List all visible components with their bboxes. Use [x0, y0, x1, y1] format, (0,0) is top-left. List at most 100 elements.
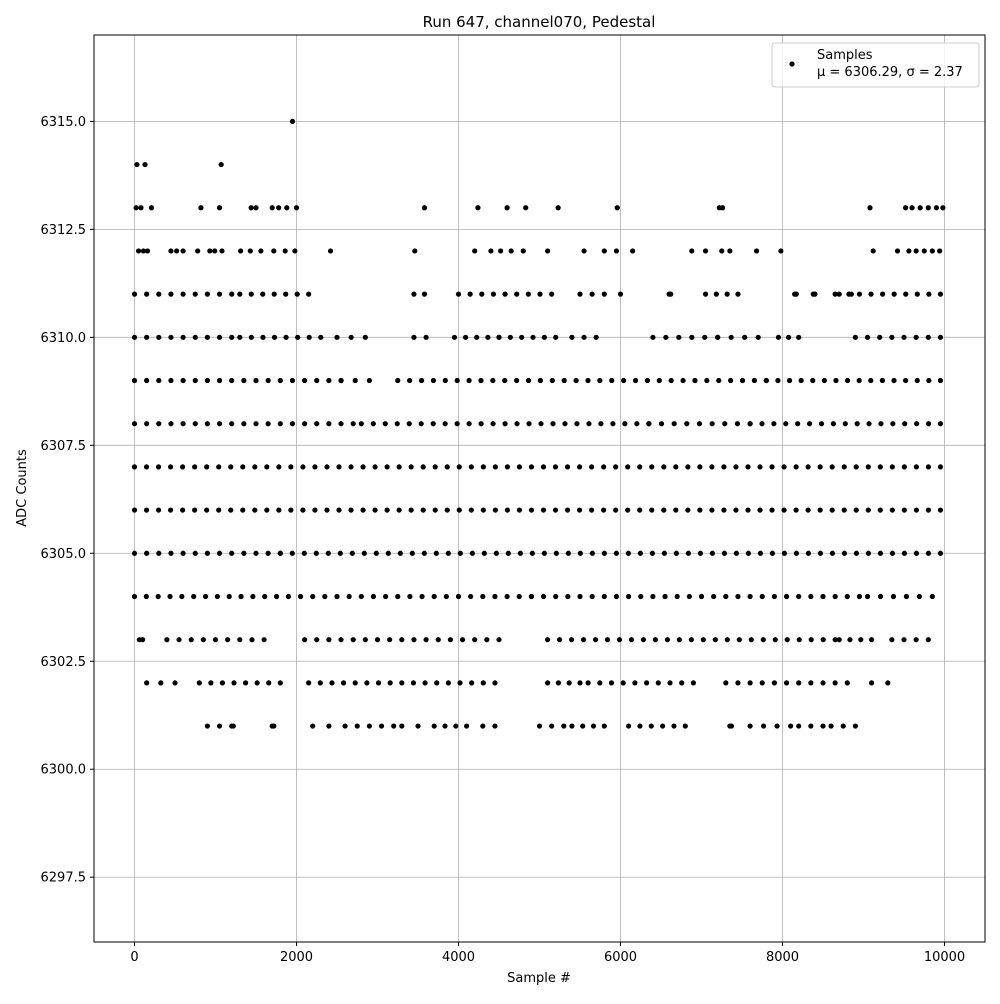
data-point: [724, 291, 730, 297]
legend-entry-label: Samples: [817, 48, 873, 63]
data-point: [865, 550, 872, 556]
data-point: [433, 550, 439, 556]
data-point: [736, 637, 742, 643]
data-point: [514, 377, 520, 384]
data-point: [879, 291, 886, 297]
data-point: [457, 550, 463, 556]
data-point: [869, 637, 875, 643]
data-point: [808, 593, 814, 600]
data-point: [418, 421, 424, 427]
data-point: [229, 550, 235, 556]
data-point: [869, 680, 875, 686]
data-point: [913, 334, 919, 340]
x-tick-label: 2000: [280, 950, 313, 965]
data-point: [574, 421, 580, 427]
data-point: [757, 550, 764, 556]
data-point: [372, 464, 378, 470]
data-point: [167, 593, 173, 600]
data-point: [634, 421, 640, 427]
data-point: [374, 637, 381, 643]
data-point: [878, 421, 884, 427]
data-point: [637, 507, 643, 513]
data-point: [447, 637, 453, 643]
data-point: [577, 593, 583, 600]
data-point: [747, 680, 753, 686]
data-point: [204, 550, 210, 556]
data-point: [702, 334, 708, 340]
data-point: [692, 377, 698, 384]
data-point: [864, 593, 871, 600]
legend-entry-stats: μ = 6306.29, σ = 2.37: [817, 65, 963, 80]
data-point: [254, 680, 260, 686]
data-point: [805, 507, 811, 513]
data-point: [240, 507, 246, 513]
data-point: [783, 680, 790, 686]
data-point: [385, 550, 391, 556]
data-point: [795, 421, 801, 427]
data-point: [520, 248, 526, 254]
data-point: [829, 507, 835, 513]
data-point: [218, 161, 224, 168]
data-point: [456, 464, 462, 470]
data-point: [842, 421, 848, 427]
data-point: [763, 377, 769, 384]
data-point: [302, 637, 308, 643]
data-point: [407, 377, 413, 384]
data-point: [702, 291, 709, 297]
data-point: [793, 507, 799, 513]
data-point: [844, 377, 851, 384]
data-point: [174, 248, 180, 254]
data-point: [771, 680, 778, 686]
data-point: [552, 507, 559, 513]
data-point: [748, 637, 754, 643]
data-point: [472, 248, 478, 254]
data-point: [597, 680, 603, 686]
data-point: [198, 205, 204, 211]
y-tick-label: 6302.5: [41, 655, 87, 670]
data-point: [399, 680, 405, 686]
data-point: [375, 680, 382, 686]
data-point: [457, 680, 463, 686]
data-point: [549, 377, 555, 384]
data-point: [378, 723, 385, 729]
data-point: [451, 334, 458, 340]
data-point: [796, 334, 802, 340]
data-point: [252, 507, 258, 513]
data-point: [538, 421, 544, 427]
data-point: [833, 377, 839, 384]
data-point: [590, 723, 597, 729]
x-tick-label: 8000: [766, 950, 799, 965]
data-point: [453, 723, 459, 729]
data-point: [422, 680, 428, 686]
data-point: [856, 377, 862, 384]
data-point: [411, 637, 417, 643]
data-point: [310, 723, 316, 729]
data-point: [348, 464, 354, 470]
data-point: [324, 507, 330, 513]
data-point: [832, 680, 838, 686]
data-point: [926, 291, 932, 297]
data-point: [326, 723, 332, 729]
data-point: [686, 593, 692, 600]
data-point: [913, 248, 919, 254]
data-point: [565, 593, 571, 600]
data-point: [755, 334, 761, 340]
data-point: [466, 421, 472, 427]
data-point: [370, 593, 377, 600]
data-point: [793, 291, 799, 297]
data-point: [751, 377, 758, 384]
data-point: [216, 550, 223, 556]
data-point: [408, 464, 414, 470]
data-point: [925, 421, 932, 427]
data-point: [733, 464, 739, 470]
data-point: [266, 680, 272, 686]
data-point: [820, 593, 826, 600]
data-point: [352, 377, 358, 384]
data-point: [445, 680, 451, 686]
data-point: [283, 334, 289, 340]
data-point: [769, 507, 775, 513]
data-point: [523, 205, 529, 211]
data-point: [577, 291, 583, 297]
data-point: [406, 421, 412, 427]
data-point: [721, 464, 727, 470]
